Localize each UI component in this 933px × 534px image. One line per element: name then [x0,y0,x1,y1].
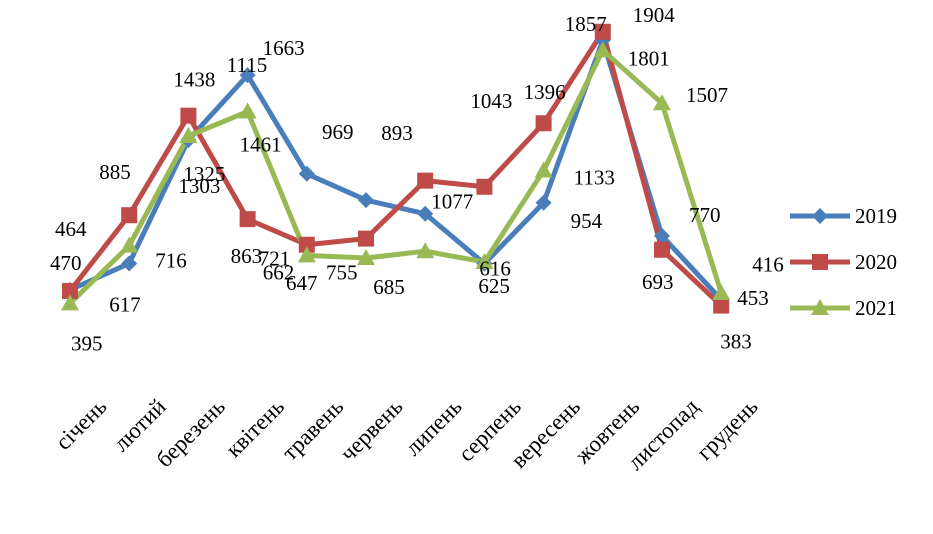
point-2020-жовтень [594,23,611,40]
series-lines [68,29,724,308]
point-2020-квітень [239,211,256,228]
point-2020-січень [62,282,78,299]
legend-label-2020: 2020 [855,250,897,274]
data-label-2019-лютий: 617 [109,292,141,316]
x-axis-ticks: січеньлютийберезеньквітеньтравеньчервень… [51,394,763,475]
point-2020-травень [298,236,315,253]
point-2020-грудень [713,297,730,314]
data-label-2020-листопад: 693 [642,270,674,294]
data-label-2019-березень: 1303 [178,174,220,198]
legend-marker-2019 [812,208,828,224]
data-label-2020-жовтень: 1904 [633,3,676,27]
legend-label-2019: 2019 [855,204,897,228]
point-2021-травень [297,246,316,263]
data-label-2021-серпень: 625 [478,274,510,298]
x-tick-label-4: травень [277,394,348,465]
point-2020-лютий [121,207,138,224]
point-2019-листопад [654,227,670,244]
data-label-2019-серпень: 616 [479,257,511,281]
point-2021-вересень [534,161,553,178]
series-markers [61,23,731,314]
point-2021-листопад [653,94,671,111]
series-line-2021 [68,47,724,306]
data-label-2020-вересень: 1396 [524,80,566,104]
x-tick-label-5: червень [335,394,407,466]
series-line-2020 [68,29,723,308]
point-2021-березень [179,127,198,143]
point-2019-червень [358,192,374,209]
data-label-2021-червень: 647 [286,271,318,295]
point-2019-лютий [121,255,138,272]
point-2019-квітень [239,67,256,84]
point-2020-вересень [535,115,552,132]
point-2020-серпень [476,178,493,195]
data-label-2020-липень: 1077 [431,190,473,214]
legend-marker-2020 [812,254,828,270]
data-label-2021-липень: 685 [373,275,405,299]
point-2021-грудень [712,283,731,300]
data-label-2021-листопад: 1507 [686,83,728,107]
data-label-2019-грудень: 416 [752,253,784,277]
data-label-2021-березень: 1325 [183,162,225,186]
data-label-2020-серпень: 1043 [470,89,512,113]
data-label-2020-грудень: 383 [720,330,752,354]
data-label-2020-лютий: 885 [99,160,131,184]
data-label-2020-січень: 464 [55,217,87,241]
data-label-2020-березень: 1438 [173,68,215,92]
point-2019-липень [417,205,434,222]
x-tick-label-3: квітень [221,394,289,462]
data-label-2019-жовтень: 1857 [565,12,607,36]
data-label-2019-липень: 893 [381,121,413,145]
data-label-2021-грудень: 453 [737,286,769,310]
x-tick-label-11: грудень [692,394,763,465]
data-label-2021-січень: 395 [71,331,103,355]
point-2021-липень [416,242,435,259]
data-label-2021-жовтень: 1801 [628,46,670,70]
data-label-2020-квітень: 863 [231,244,263,268]
point-2019-травень [298,165,315,182]
legend: 2019 2020 2021 [790,204,897,320]
point-2021-червень [357,249,375,266]
data-label-2019-червень: 969 [322,120,354,144]
data-label-2021-квітень: 1461 [240,133,282,157]
point-2021-лютий [120,236,139,253]
legend-marker-2021 [811,299,829,315]
data-label-2019-травень: 1115 [227,53,267,77]
point-2021-квітень [238,102,257,119]
legend-label-2021: 2021 [855,296,897,320]
data-label-2019-вересень: 954 [571,209,603,233]
data-label-2021-вересень: 1133 [574,166,615,190]
data-label-2020-травень: 721 [259,247,291,271]
data-label-2020-червень: 755 [326,261,358,285]
data-label-2019-січень: 470 [50,251,82,275]
point-2020-березень [180,107,197,124]
point-2019-вересень [535,194,552,211]
point-2021-січень [61,294,79,311]
data-label-2021-травень: 662 [263,260,295,284]
data-label-2021-лютий: 716 [155,249,187,273]
data-label-2019-листопад: 770 [689,203,721,227]
data-label-2019-квітень: 1663 [263,36,305,60]
point-2021-серпень [475,253,494,269]
point-2020-липень [417,172,434,189]
point-2020-листопад [654,241,670,258]
x-tick-label-0: січень [51,394,112,455]
point-2020-червень [358,230,374,247]
point-2021-жовтень [593,41,612,58]
